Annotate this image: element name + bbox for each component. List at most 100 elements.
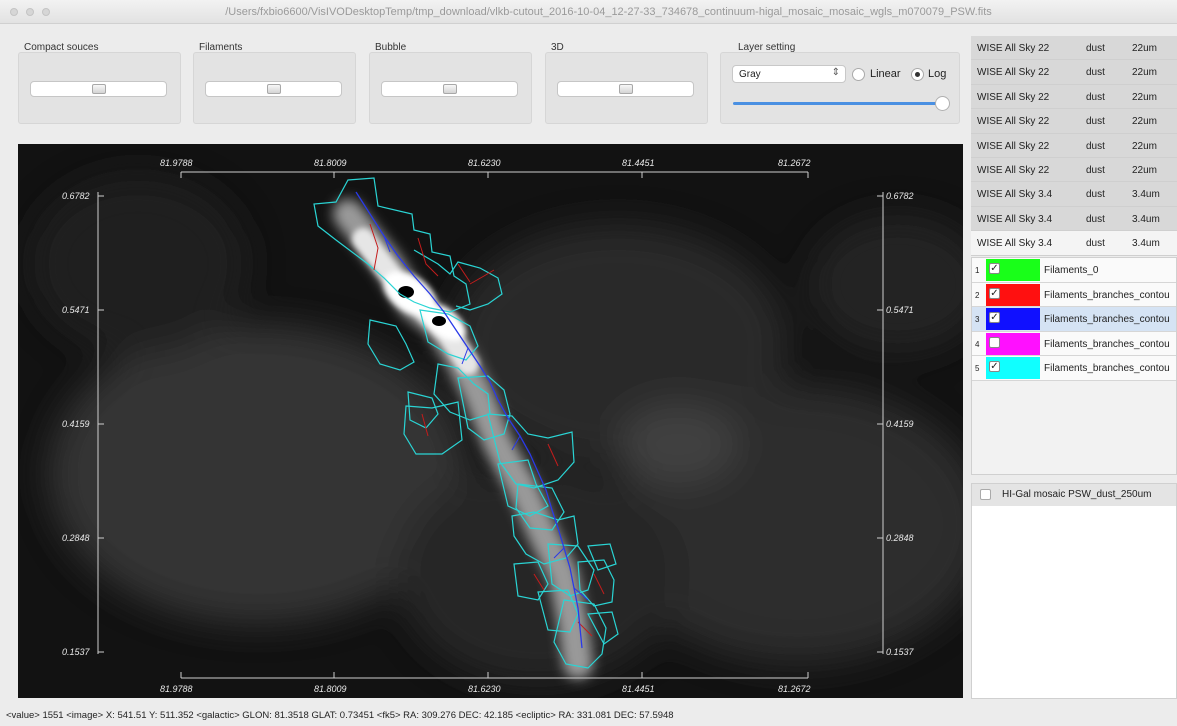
layer-name: Filaments_branches_contou [1044,314,1170,325]
table-row-selected[interactable]: WISE All Sky 3.4 dust 3.4um [971,231,1177,256]
log-radio[interactable] [911,68,924,81]
filaments-slider[interactable] [205,81,342,97]
survey-table: WISE All Sky 22 dust 22um WISE All Sky 22 d… [971,36,1177,256]
filaments-label: Filaments [199,42,243,53]
survey-cell: WISE All Sky 22 [977,164,1050,176]
survey-cell: WISE All Sky 3.4 [977,238,1053,250]
top-tick-label: 81.2672 [778,158,811,168]
type-cell: dust [1086,140,1105,152]
layer-index: 5 [975,364,980,373]
compact-sources-slider[interactable] [30,81,167,97]
survey-cell: WISE All Sky 22 [977,140,1050,152]
layer-setting-panel [720,52,960,124]
table-row[interactable]: WISE All Sky 22 dust 22um [971,157,1177,183]
top-tick-label: 81.9788 [160,158,193,168]
table-row[interactable]: WISE All Sky 22 dust 22um [971,109,1177,134]
layer-visibility-checkbox[interactable]: ✓ [989,263,1000,274]
band-cell: 22um [1132,91,1158,103]
linear-radio[interactable] [852,68,865,81]
three-d-slider[interactable] [557,81,694,97]
layer-item[interactable]: 1 ✓ Filaments_0 [972,258,1176,283]
layer-setting-label: Layer setting [738,42,796,53]
type-cell: dust [1086,213,1105,225]
layer-index: 2 [975,290,980,300]
bottom-tick-label: 81.2672 [778,684,811,694]
bubble-slider-thumb[interactable] [443,84,457,94]
image-name: HI-Gal mosaic PSW_dust_250um [1002,489,1152,500]
colormap-select[interactable]: Gray ⇕ [732,65,846,83]
bottom-tick-label: 81.9788 [160,684,193,694]
top-tick-label: 81.6230 [468,158,501,168]
type-cell: dust [1086,43,1105,54]
table-row[interactable]: WISE All Sky 22 dust 22um [971,133,1177,158]
window-title: /Users/fxbio6600/VisIVODesktopTemp/tmp_d… [225,6,992,18]
log-radio-label: Log [928,68,947,80]
band-cell: 3.4um [1132,238,1160,250]
opacity-slider-thumb[interactable] [935,96,950,111]
image-item[interactable]: HI-Gal mosaic PSW_dust_250um [972,484,1176,506]
top-tick-label: 81.4451 [622,158,655,168]
select-arrows-icon: ⇕ [831,67,840,78]
layer-name: Filaments_branches_contou [1044,338,1170,350]
table-row[interactable]: WISE All Sky 22 dust 22um [971,60,1177,85]
survey-cell: WISE All Sky 22 [977,91,1050,103]
layer-item-selected[interactable]: 3 ✓ Filaments_branches_contou [972,307,1176,332]
layer-visibility-checkbox[interactable]: ✓ [989,361,1000,372]
band-cell: 22um [1132,116,1158,128]
table-row[interactable]: WISE All Sky 3.4 dust 3.4um [971,206,1177,232]
title-bar: /Users/fxbio6600/VisIVODesktopTemp/tmp_d… [0,0,1177,24]
minimize-window-button[interactable] [26,8,34,16]
band-cell: 22um [1132,43,1158,54]
layer-name: Filaments_branches_contou [1044,289,1170,301]
axis-ticks [98,172,883,678]
right-tick-label: 0.1537 [886,647,915,657]
left-tick-label: 0.4159 [62,419,90,429]
layer-name: Filaments_branches_contou [1044,363,1170,374]
left-tick-label: 0.1537 [62,647,91,657]
filaments-slider-thumb[interactable] [267,84,281,94]
layer-item[interactable]: 2 ✓ Filaments_branches_contou [972,282,1176,307]
survey-cell: WISE All Sky 22 [977,43,1050,54]
opacity-slider[interactable] [733,102,939,105]
status-bar: <value> 1551 <image> X: 541.51 Y: 511.35… [6,710,674,721]
sky-image: 81.9788 81.8009 81.6230 81.4451 81.2672 … [18,144,963,698]
layer-list: 1 ✓ Filaments_0 2 ✓ Filaments_branches_c… [971,257,1177,475]
compact-sources-label: Compact souces [24,42,99,53]
table-row[interactable]: WISE All Sky 22 dust 22um [971,84,1177,110]
top-tick-label: 81.8009 [314,158,347,168]
layer-index: 4 [975,339,980,349]
right-tick-label: 0.4159 [886,419,914,429]
band-cell: 3.4um [1132,189,1160,201]
image-viewer[interactable]: 81.9788 81.8009 81.6230 81.4451 81.2672 … [18,144,963,698]
layer-index: 1 [975,266,980,275]
layer-visibility-checkbox[interactable]: ✓ [989,287,1000,299]
table-row[interactable]: WISE All Sky 3.4 dust 3.4um [971,182,1177,207]
left-tick-label: 0.2848 [62,533,90,543]
layer-index: 3 [975,315,980,324]
band-cell: 22um [1132,140,1158,152]
layer-item[interactable]: 4 Filaments_branches_contou [972,331,1176,356]
compact-sources-slider-thumb[interactable] [92,84,106,94]
type-cell: dust [1086,238,1105,250]
colormap-value: Gray [739,69,761,80]
layer-visibility-checkbox[interactable]: ✓ [989,312,1000,323]
image-list: HI-Gal mosaic PSW_dust_250um [971,483,1177,699]
zoom-window-button[interactable] [42,8,50,16]
survey-cell: WISE All Sky 22 [977,116,1050,128]
layer-visibility-checkbox[interactable] [989,336,1000,348]
left-tick-label: 0.5471 [62,305,90,315]
band-cell: 22um [1132,67,1158,79]
layer-item[interactable]: 5 ✓ Filaments_branches_contou [972,356,1176,381]
band-cell: 22um [1132,164,1158,176]
image-visibility-checkbox[interactable] [980,489,991,500]
table-row[interactable]: WISE All Sky 22 dust 22um [971,36,1177,61]
close-window-button[interactable] [10,8,18,16]
right-tick-label: 0.2848 [886,533,914,543]
type-cell: dust [1086,164,1105,176]
bubble-slider[interactable] [381,81,518,97]
three-d-slider-thumb[interactable] [619,84,633,94]
survey-cell: WISE All Sky 3.4 [977,189,1053,201]
right-tick-label: 0.6782 [886,191,914,201]
layer-name: Filaments_0 [1044,265,1099,276]
